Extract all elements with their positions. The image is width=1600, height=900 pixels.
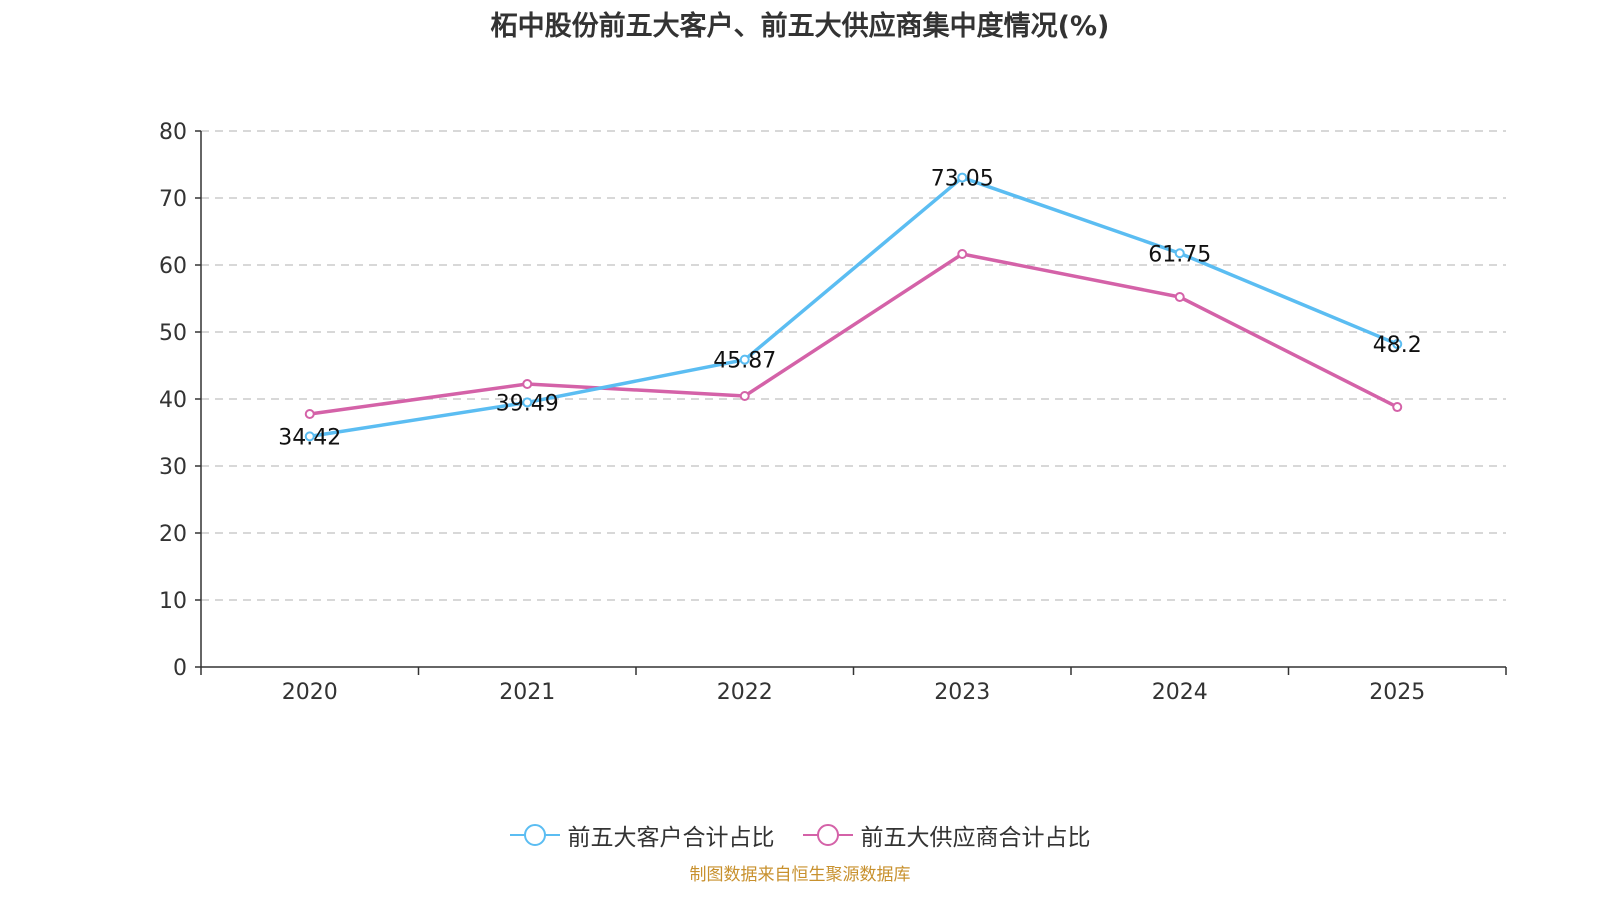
data-point — [739, 390, 750, 401]
legend-marker — [523, 824, 546, 846]
x-tick-label: 2025 — [1369, 680, 1425, 705]
data-label: 48.2 — [1373, 333, 1422, 358]
y-tick-label: 20 — [159, 522, 187, 547]
legend-label: 前五大供应商合计占比 — [860, 825, 1091, 851]
data-label: 61.75 — [1148, 242, 1211, 267]
data-label: 45.87 — [713, 349, 776, 374]
series-layer — [304, 172, 1403, 442]
x-tick-label: 2024 — [1152, 680, 1208, 705]
x-tick-label: 2021 — [499, 680, 555, 705]
legend-line-circle-icon — [509, 824, 560, 846]
legend-marker — [816, 824, 839, 846]
data-labels: 34.42 39.49 45.87 73.05 61.75 48.2 — [278, 167, 1421, 451]
legend-label: 前五大客户合计占比 — [567, 825, 775, 851]
y-tick-label: 0 — [173, 656, 187, 681]
data-point — [304, 431, 315, 442]
grid-lines — [201, 130, 1506, 601]
axes: 0 10 20 30 40 50 60 70 80 2020 2021 2022 2023 2024 202… — [159, 120, 1507, 705]
series-line — [309, 252, 1399, 416]
data-point — [1392, 402, 1403, 413]
data-point — [522, 397, 533, 408]
data-point — [957, 172, 968, 183]
data-point — [1174, 292, 1185, 303]
data-label: 39.49 — [496, 391, 559, 416]
legend-item[interactable]: 前五大客户合计占比 — [509, 818, 775, 852]
source-note: 制图数据来自恒生聚源数据库 — [689, 865, 911, 885]
y-tick-label: 10 — [159, 589, 187, 614]
data-point — [1392, 339, 1403, 350]
data-point — [1174, 248, 1185, 259]
legend-item[interactable]: 前五大供应商合计占比 — [802, 818, 1091, 852]
data-point — [304, 409, 315, 420]
x-tick-label: 2020 — [282, 680, 338, 705]
y-tick-label: 40 — [159, 388, 187, 413]
legend: 前五大客户合计占比 前五大供应商合计占比 — [0, 818, 1600, 852]
data-label: 73.05 — [931, 167, 994, 192]
chart-title: 柘中股份前五大客户、前五大供应商集中度情况(%) — [490, 11, 1110, 42]
y-tick-label: 70 — [159, 187, 187, 212]
y-tick-label: 80 — [159, 120, 187, 145]
series-line — [309, 175, 1398, 439]
data-point — [522, 378, 533, 389]
y-tick-label: 50 — [159, 321, 187, 346]
y-tick-label: 60 — [159, 254, 187, 279]
data-label: 34.42 — [278, 425, 341, 450]
y-tick-label: 30 — [159, 455, 187, 480]
x-tick-label: 2023 — [934, 680, 990, 705]
x-tick-label: 2022 — [717, 680, 773, 705]
data-point — [957, 249, 968, 260]
data-point — [739, 354, 750, 365]
legend-line-circle-icon — [802, 824, 853, 846]
